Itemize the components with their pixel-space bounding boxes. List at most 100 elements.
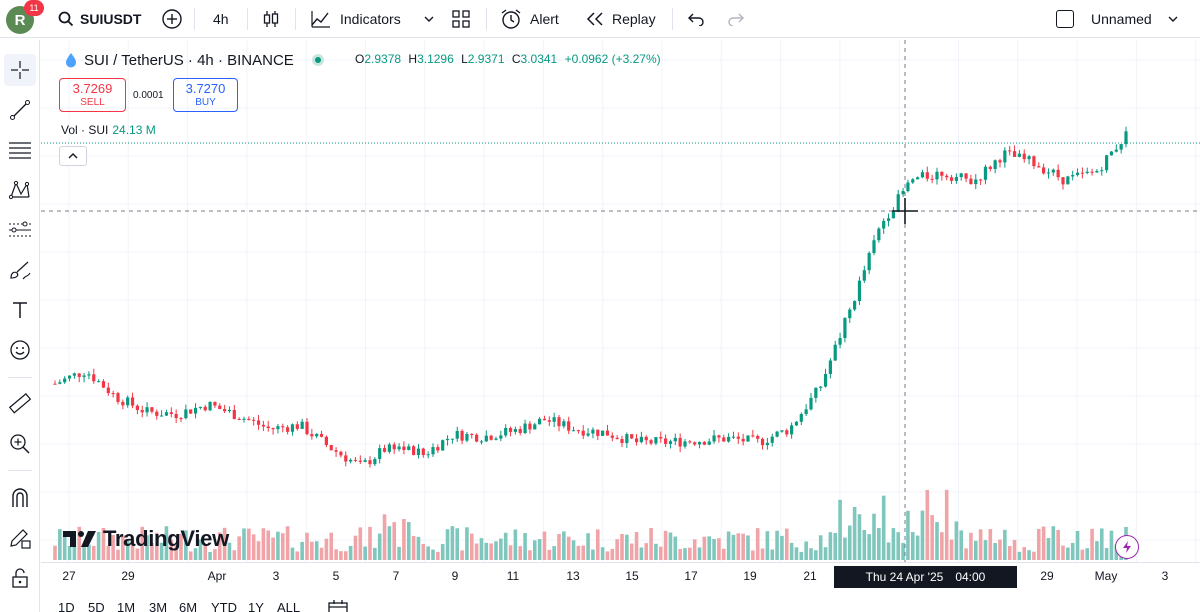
pattern-tool[interactable] <box>4 174 36 206</box>
calendar-icon[interactable] <box>328 600 348 612</box>
emoji-tool[interactable] <box>4 334 36 366</box>
measure-tool[interactable] <box>4 388 36 420</box>
volume-bar <box>804 541 808 560</box>
compare-symbol-button[interactable] <box>161 0 183 38</box>
volume-bar <box>775 530 779 560</box>
symbol-legend: SUI / TetherUS · 4h · BINANCE <box>64 50 324 70</box>
candle-body <box>324 436 328 446</box>
grid-icon <box>452 10 470 28</box>
candle-body <box>455 430 459 439</box>
volume-bar <box>886 542 891 560</box>
zoom-tool[interactable] <box>4 428 36 460</box>
brush-tool[interactable] <box>4 254 36 286</box>
text-icon <box>13 302 27 318</box>
collapse-legend-button[interactable] <box>59 146 87 166</box>
replay-button[interactable]: Replay <box>586 0 656 38</box>
toolbar-divider <box>194 8 195 30</box>
chart-type-button[interactable] <box>262 0 280 38</box>
range-button-6m[interactable]: 6M <box>179 600 198 612</box>
candle-body <box>683 441 687 447</box>
candle-body <box>993 160 997 169</box>
price-chart[interactable] <box>41 40 1200 562</box>
time-axis[interactable]: 3May29272119171513119753Apr2927 Thu 24 A… <box>41 562 1200 588</box>
candle-body <box>286 427 290 432</box>
crosshair-tool[interactable] <box>4 54 36 86</box>
volume-bar <box>58 529 62 560</box>
range-button-1y[interactable]: 1Y <box>248 600 264 612</box>
candle-body <box>232 409 236 419</box>
volume-bar <box>343 551 348 560</box>
layouts-button[interactable] <box>452 0 470 38</box>
lock-all-tool[interactable] <box>4 562 36 594</box>
projection-tool[interactable] <box>4 214 36 246</box>
volume-bar <box>1032 551 1036 560</box>
candle-body <box>470 434 474 436</box>
fib-tool[interactable] <box>4 134 36 166</box>
time-axis-label: 29 <box>121 569 135 583</box>
sell-button[interactable]: 3.7269 SELL <box>59 78 126 112</box>
candle-body <box>97 381 101 383</box>
volume-bar <box>310 541 314 560</box>
magnet-tool[interactable] <box>4 482 36 514</box>
candle-body <box>145 407 149 413</box>
pattern-icon <box>8 180 30 200</box>
volume-bar <box>67 545 72 560</box>
brand-label: TradingView <box>103 526 229 551</box>
range-button-1d[interactable]: 1D <box>58 600 75 612</box>
range-button-5d[interactable]: 5D <box>88 600 105 612</box>
candle-body <box>276 426 280 430</box>
candle-body <box>475 434 479 442</box>
volume-bar <box>484 542 489 560</box>
indicators-button[interactable]: Indicators <box>311 0 401 38</box>
layout-name-button[interactable]: Unnamed <box>1056 0 1178 38</box>
candle-body <box>1042 167 1046 174</box>
candle-body <box>940 171 944 176</box>
indicators-label: Indicators <box>340 11 401 27</box>
range-button-1m[interactable]: 1M <box>117 600 136 612</box>
trend-line-tool[interactable] <box>4 94 36 126</box>
time-axis-label: 27 <box>62 569 76 583</box>
symbol-search-button[interactable]: SUIUSDT <box>58 0 141 38</box>
volume-bar <box>368 526 372 560</box>
volume-bar <box>639 547 644 560</box>
lightning-icon[interactable] <box>1115 535 1139 559</box>
interval-button[interactable]: 4h <box>213 11 229 27</box>
volume-bar <box>377 533 382 560</box>
candle-body <box>765 442 769 446</box>
toolbar-divider <box>247 8 248 30</box>
volume-bar <box>906 510 910 560</box>
candle-body <box>305 421 309 435</box>
candle-body <box>1027 156 1031 160</box>
candle-body <box>499 435 503 439</box>
candle-body <box>790 425 794 435</box>
redo-button[interactable] <box>728 0 744 38</box>
candle-body <box>67 375 72 379</box>
volume-bar <box>629 543 634 560</box>
text-tool[interactable] <box>4 294 36 326</box>
candle-body <box>300 421 304 429</box>
range-button-all[interactable]: ALL <box>277 600 301 612</box>
volume-bar <box>983 540 988 560</box>
alert-button[interactable]: Alert <box>500 0 559 38</box>
volume-bar <box>499 538 503 560</box>
candle-body <box>1100 170 1104 172</box>
volume-bar <box>566 536 571 560</box>
time-axis-label: 19 <box>743 569 757 583</box>
zoom-in-icon <box>10 434 30 454</box>
lock-drawing-tool[interactable] <box>4 522 36 554</box>
indicators-dropdown[interactable] <box>424 0 434 38</box>
range-button-ytd[interactable]: YTD <box>211 600 237 612</box>
range-button-3m[interactable]: 3M <box>149 600 168 612</box>
time-axis-label: 17 <box>684 569 698 583</box>
volume-bar <box>688 547 692 560</box>
volume-bar <box>702 536 707 560</box>
symbol-title[interactable]: SUI / TetherUS · 4h · BINANCE <box>84 51 294 69</box>
undo-button[interactable] <box>688 0 704 38</box>
candle-body <box>809 397 813 410</box>
candle-body <box>916 177 920 180</box>
candle-body <box>339 451 343 456</box>
volume-bar <box>668 532 673 560</box>
layout-name-label: Unnamed <box>1091 11 1152 27</box>
candle-body <box>838 338 842 345</box>
buy-button[interactable]: 3.7270 BUY <box>173 78 238 112</box>
